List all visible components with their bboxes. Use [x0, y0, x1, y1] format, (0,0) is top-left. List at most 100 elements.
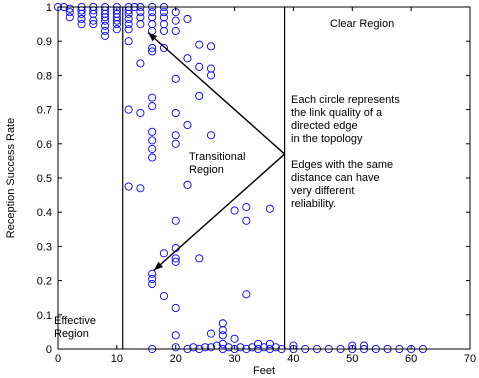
data-point [112, 25, 121, 34]
data-point [77, 9, 86, 18]
y-tick-label: 0.5 [37, 173, 52, 185]
data-point [171, 16, 180, 25]
data-point [124, 105, 133, 114]
y-tick-label: 0.9 [37, 36, 52, 48]
annotation-arrow-head [148, 32, 158, 42]
data-point [271, 343, 280, 352]
effective-region-label-line: Region [54, 328, 89, 340]
data-point [242, 290, 251, 299]
data-point [206, 64, 216, 73]
data-point [254, 339, 263, 348]
data-point [159, 291, 168, 301]
data-point [124, 182, 133, 191]
data-point [206, 42, 216, 51]
transitional-region-label-line: Transitional [189, 151, 245, 163]
data-point [206, 71, 216, 80]
data-point [124, 14, 133, 24]
data-point [159, 249, 168, 258]
axis-ticks: 0 10 20 30 40 50 60 70 0 0.1 0.2 0.3 0.4 0.5 0.6 0.7 0.8… [37, 2, 476, 365]
data-point [148, 93, 157, 102]
data-point [218, 339, 227, 348]
data-point [112, 20, 121, 29]
note-line: the link quality of a [291, 107, 383, 119]
data-point [148, 144, 157, 153]
y-tick-label: 0.4 [37, 207, 52, 219]
data-point [101, 21, 110, 30]
y-tick-label: 0.7 [37, 105, 52, 117]
data-point [148, 269, 157, 278]
data-point [195, 62, 204, 71]
data-point [218, 331, 227, 340]
data-point [171, 303, 180, 313]
data-point [218, 326, 227, 335]
data-point [242, 216, 251, 225]
data-point [265, 204, 274, 213]
data-point [224, 343, 233, 352]
data-point [101, 16, 110, 25]
data-point [159, 8, 168, 17]
data-point [171, 26, 180, 35]
data-point [124, 9, 133, 18]
data-point [171, 331, 180, 340]
data-point [101, 13, 110, 22]
x-tick-label: 20 [170, 353, 182, 365]
data-point [171, 257, 180, 266]
data-point [183, 54, 192, 63]
effective-region-label: Effective Region [54, 315, 99, 340]
x-tick-label: 40 [287, 353, 299, 365]
y-tick-label: 1 [46, 2, 52, 14]
note-line: directed edge [291, 120, 358, 132]
data-point [148, 136, 157, 145]
clear-region-label: Clear Region [330, 18, 394, 30]
explanation-note: Each circle represents the link quality … [291, 94, 403, 210]
x-axis-label: Feet [253, 365, 275, 377]
annotation-arrows [147, 32, 286, 271]
effective-region-label-line: Effective [54, 315, 96, 327]
data-point [171, 131, 180, 140]
data-point [65, 4, 74, 13]
data-point [124, 20, 133, 29]
y-tick-label: 0.3 [37, 241, 52, 253]
data-point [248, 343, 257, 352]
data-point [148, 47, 157, 56]
data-point [236, 343, 245, 352]
x-tick-label: 10 [111, 353, 123, 365]
data-point [195, 40, 204, 49]
data-point [230, 206, 239, 215]
data-point [218, 319, 227, 328]
data-point [148, 153, 157, 162]
data-point [148, 127, 157, 136]
data-point [148, 43, 157, 53]
note-line: reliability. [291, 198, 336, 210]
data-point [171, 254, 180, 263]
note-line: Edges with the same [291, 159, 393, 171]
data-point [136, 108, 145, 118]
data-point [171, 139, 180, 148]
data-point [171, 108, 180, 118]
data-point [230, 334, 239, 343]
data-point [195, 254, 204, 263]
data-point [89, 20, 98, 29]
data-point [201, 343, 210, 352]
data-point [171, 343, 180, 352]
data-point [242, 203, 251, 212]
data-point [148, 102, 157, 111]
note-line: distance can have [291, 172, 380, 184]
data-point [101, 32, 110, 41]
data-point [65, 13, 74, 22]
y-tick-label: 0.8 [37, 70, 52, 82]
data-point [65, 8, 74, 17]
annotation-arrow-line [153, 153, 286, 271]
y-tick-label: 0.2 [37, 276, 52, 288]
data-point [159, 43, 168, 53]
data-point [206, 131, 216, 140]
data-point [148, 8, 157, 17]
data-point [183, 180, 192, 189]
data-point [183, 120, 192, 130]
data-point [136, 184, 145, 193]
x-tick-label: 30 [228, 353, 240, 365]
transitional-region-label-line: Region [189, 164, 224, 176]
transitional-region-label: Transitional Region [189, 151, 249, 176]
y-axis-label: Reception Success Rate [5, 118, 17, 238]
